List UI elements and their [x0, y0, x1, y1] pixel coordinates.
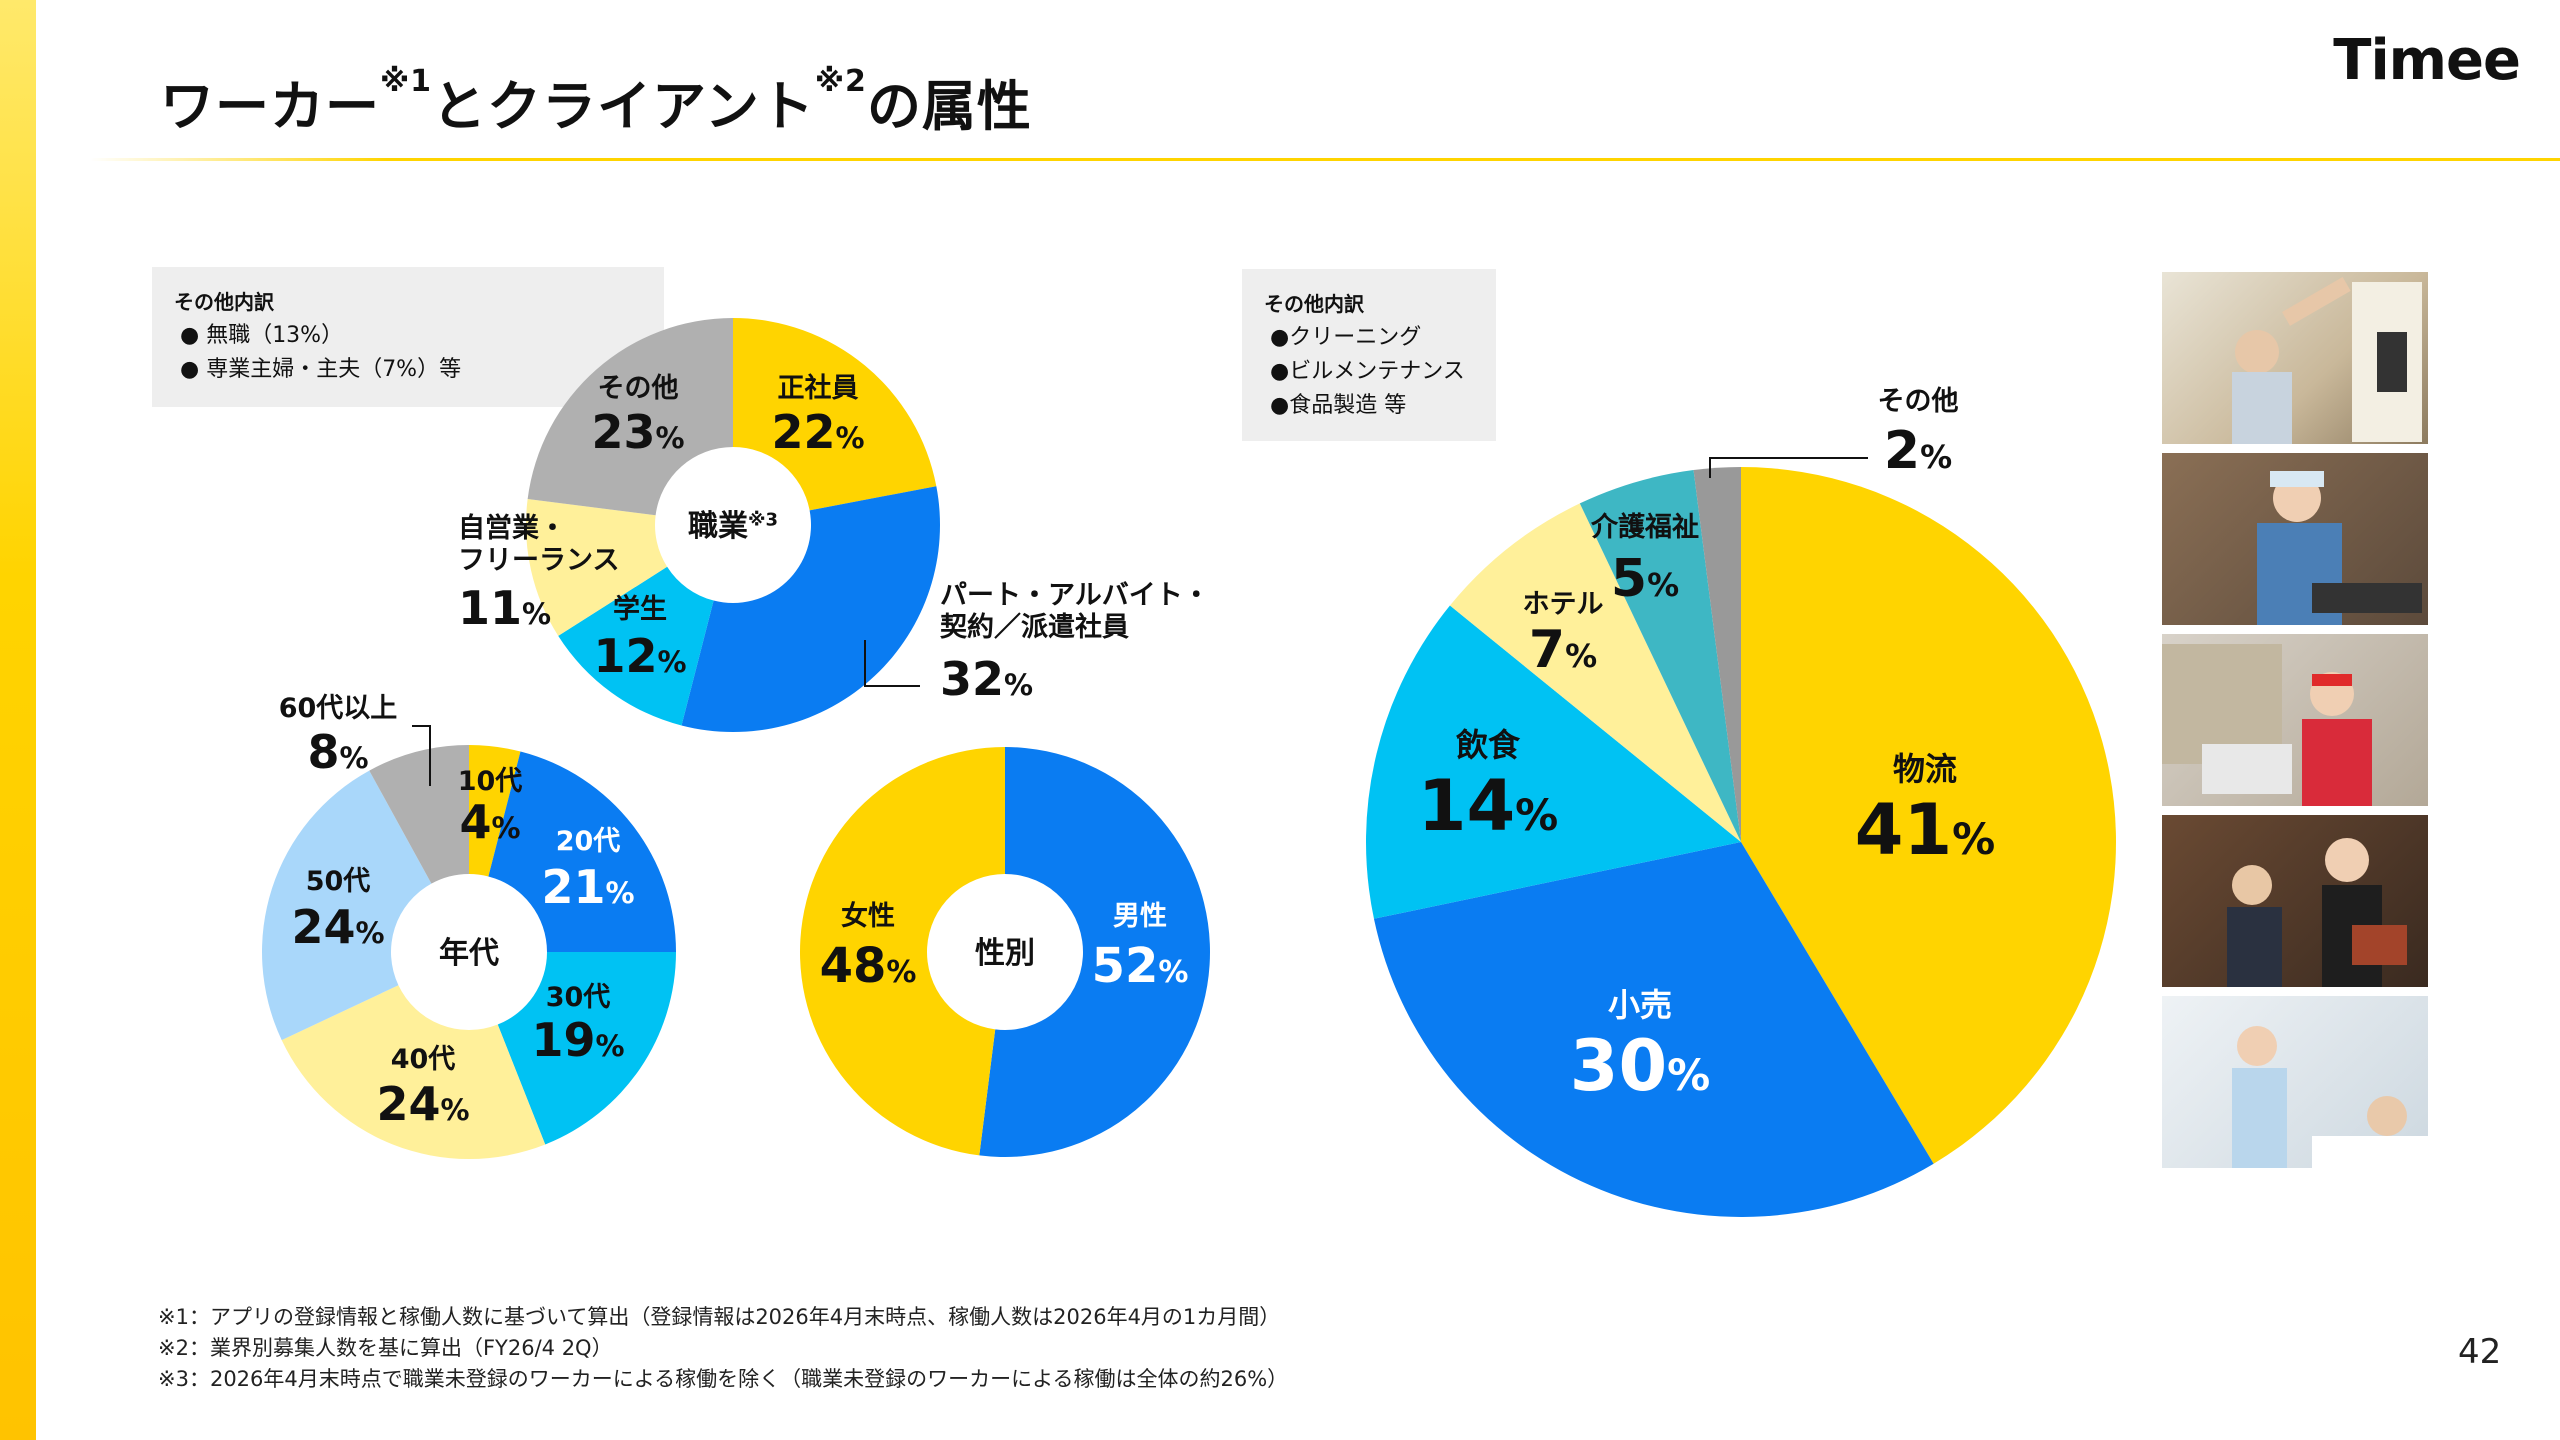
category-label-part: 契約／派遣社員 — [940, 611, 1129, 643]
value-label-50s: 24% — [291, 900, 384, 954]
category-label-other: その他 — [1878, 386, 1959, 417]
value-label-hotel: 7% — [1529, 620, 1597, 680]
value-label-60s: 8% — [307, 725, 368, 779]
category-label-food: 飲食 — [1456, 726, 1521, 764]
slice-part — [681, 486, 940, 733]
category-label-jieigyo: フリーランス — [458, 545, 619, 576]
category-label-jieigyo: 自営業・ — [458, 512, 566, 544]
category-label-hotel: ホテル — [1523, 589, 1604, 620]
photo-column — [2162, 272, 2428, 1177]
slice-male — [979, 747, 1210, 1157]
category-label-male: 男性 — [1113, 901, 1167, 932]
value-label-other: 2% — [1884, 421, 1952, 481]
donut-hole — [657, 449, 809, 601]
category-label-10s: 10代 — [458, 766, 523, 797]
value-label-seishain: 22% — [771, 405, 864, 459]
value-label-female: 48% — [820, 938, 917, 994]
page-number: 42 — [2458, 1332, 2502, 1372]
note-heading: その他内訳 — [174, 290, 274, 314]
note-item: ● 専業主婦・主夫（7%）等 — [180, 357, 462, 382]
slice-60s — [369, 745, 469, 884]
slice-jieigyo — [526, 499, 668, 636]
category-label-30s: 30代 — [546, 982, 611, 1013]
pie-chart-occupation: 職業※3正社員22%パート・アルバイト・契約／派遣社員32%学生12%自営業・フ… — [458, 318, 1210, 733]
footnote: ※2：業界別募集人数を基に算出（FY26/4 2Q） — [158, 1336, 613, 1360]
care-worker-photo — [2162, 996, 2428, 1168]
center-label: 性別 — [975, 936, 1035, 971]
slice-other — [1693, 467, 1741, 842]
category-label-40s: 40代 — [391, 1044, 456, 1075]
retail-cashier-photo — [2162, 634, 2428, 806]
slice-other — [527, 318, 733, 516]
donut-hole — [393, 876, 545, 1028]
leader-line — [864, 640, 920, 687]
category-label-retail: 小売 — [1608, 986, 1672, 1024]
note-item: ● 無職（13%） — [180, 323, 344, 348]
value-label-20s: 21% — [541, 860, 634, 914]
category-label-care: 介護福祉 — [1590, 511, 1699, 543]
value-label-retail: 30% — [1570, 1025, 1711, 1107]
slice-food — [1365, 605, 1741, 919]
client-other-breakdown: その他内訳 ●クリーニング ●ビルメンテナンス ●食品製造 等 — [1242, 269, 1496, 441]
slice-seishain — [733, 318, 937, 511]
value-label-40s: 24% — [376, 1077, 469, 1131]
value-label-male: 52% — [1092, 938, 1189, 994]
note-item: ●食品製造 等 — [1270, 393, 1407, 418]
slice-40s — [281, 985, 546, 1159]
category-label-60s: 60代以上 — [279, 693, 398, 724]
footnotes: ※1：アプリの登録情報と稼働人数に基づいて算出（登録情報は2026年4月末時点、… — [158, 1302, 1288, 1395]
value-label-part: 32% — [940, 652, 1033, 706]
value-label-jieigyo: 11% — [458, 581, 551, 635]
value-label-10s: 4% — [459, 795, 520, 849]
category-label-other: その他 — [598, 373, 679, 404]
timee-logo: Timee — [2333, 28, 2521, 93]
value-label-gakusei: 12% — [593, 629, 686, 683]
donut-hole — [929, 876, 1081, 1028]
category-label-seishain: 正社員 — [778, 372, 859, 404]
slice-50s — [262, 770, 432, 1041]
slice-20s — [488, 751, 676, 952]
footnote: ※3：2026年4月末時点で職業未登録のワーカーによる稼働を除く（職業未登録のワ… — [158, 1367, 1289, 1391]
footnote: ※1：アプリの登録情報と稼働人数に基づいて算出（登録情報は2026年4月末時点、… — [158, 1305, 1281, 1329]
category-label-50s: 50代 — [306, 866, 371, 897]
hotel-staff-photo — [2162, 815, 2428, 987]
value-label-other: 23% — [591, 405, 684, 459]
slice-retail — [1373, 842, 1934, 1217]
slice-care — [1579, 470, 1741, 842]
note-item: ●クリーニング — [1270, 325, 1422, 350]
leader-line — [412, 725, 431, 786]
category-label-20s: 20代 — [556, 826, 621, 857]
slice-female — [799, 747, 1005, 1156]
accent-bar — [0, 0, 36, 1440]
category-label-gakusei: 学生 — [613, 593, 667, 625]
warehouse-worker-photo — [2162, 272, 2428, 444]
title-underline — [90, 158, 2560, 161]
category-label-female: 女性 — [841, 900, 895, 932]
slice-hotel — [1449, 503, 1741, 842]
slice-gakusei — [558, 566, 714, 726]
leader-line — [1709, 457, 1868, 478]
page-title: ワーカー※1とクライアント※2の属性 — [160, 64, 1032, 138]
slice-30s — [497, 952, 676, 1145]
category-label-part: パート・アルバイト・ — [940, 580, 1210, 611]
value-label-logistics: 41% — [1855, 789, 1996, 871]
slice-logistics — [1741, 467, 2117, 1164]
worker-other-breakdown: その他内訳 ● 無職（13%） ● 専業主婦・主夫（7%）等 — [152, 267, 664, 407]
category-label-logistics: 物流 — [1893, 750, 1957, 788]
note-heading: その他内訳 — [1264, 292, 1364, 316]
note-item: ●ビルメンテナンス — [1270, 359, 1465, 384]
center-label: 年代 — [439, 936, 499, 971]
slice-10s — [469, 745, 521, 877]
value-label-30s: 19% — [531, 1013, 624, 1067]
value-label-food: 14% — [1418, 765, 1559, 847]
pie-chart-gender: 性別 男性 52% 女性 48% — [799, 747, 1210, 1157]
food-service-worker-photo — [2162, 453, 2428, 625]
value-label-care: 5% — [1611, 549, 1679, 609]
